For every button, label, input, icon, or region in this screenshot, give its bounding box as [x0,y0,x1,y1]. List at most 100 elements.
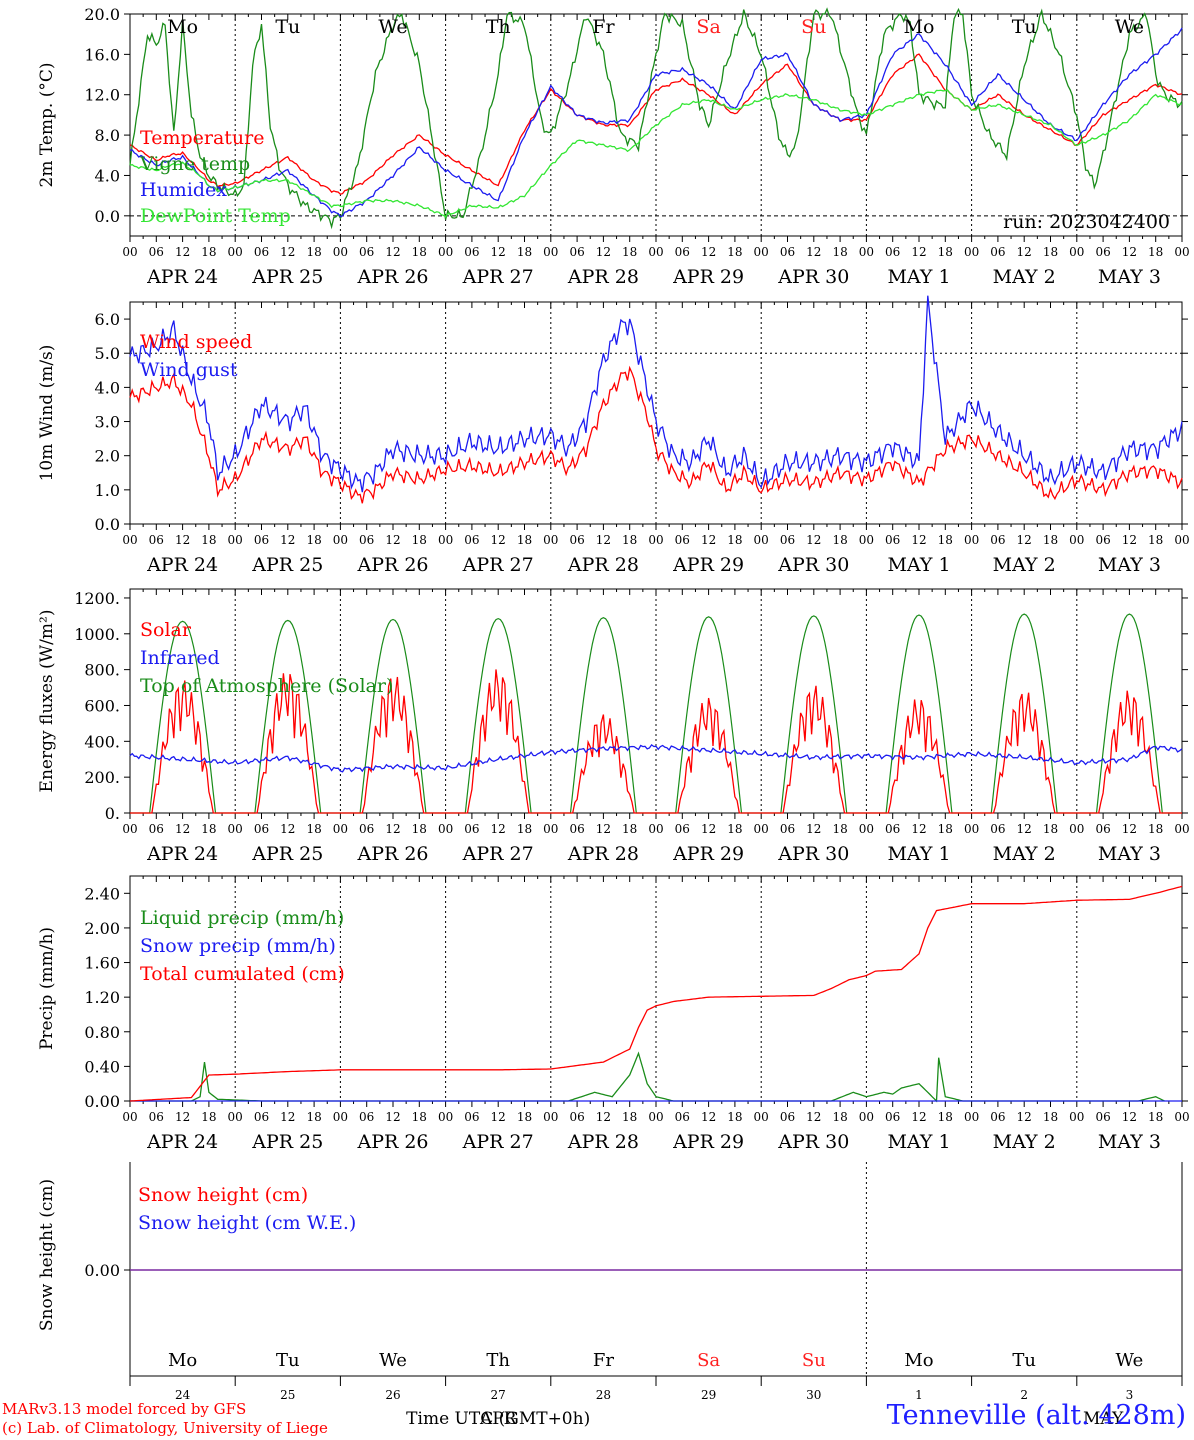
weekday-label: Sa [697,1350,720,1371]
y-tick-label: 5.0 [95,344,120,363]
hour-tick-label: 18 [201,822,216,836]
model-credit: MARv3.13 model forced by GFS [2,1400,247,1418]
hour-tick-label: 00 [648,533,663,547]
day-number-label: 30 [806,1388,821,1402]
hour-tick-label: 06 [1095,822,1110,836]
day-number-label: 25 [280,1388,295,1402]
weekday-label: We [378,16,407,38]
y-tick-label: 1.0 [95,481,120,500]
y-tick-label: 4.0 [95,166,120,185]
day-label: APR 30 [777,554,849,576]
day-label: APR 30 [777,266,849,288]
hour-tick-label: 00 [438,245,453,259]
hour-tick-label: 06 [569,533,584,547]
hour-tick-label: 12 [701,1110,716,1124]
hour-tick-label: 00 [754,245,769,259]
day-label: APR 25 [251,554,323,576]
hour-tick-label: 06 [359,1110,374,1124]
weekday-label: Fr [592,16,615,38]
hour-tick-label: 00 [333,533,348,547]
hour-tick-label: 00 [228,533,243,547]
series-line-liquid-precip [130,1051,1165,1103]
legend-infrared: Infrared [140,647,220,669]
hour-tick-label: 18 [201,533,216,547]
y-tick-label: 6.0 [95,310,120,329]
hour-tick-label: 18 [938,822,953,836]
day-number-label: 27 [491,1388,506,1402]
hour-tick-label: 00 [1174,1110,1189,1124]
y-tick-label: 1.20 [84,988,120,1007]
y-tick-label: 2.40 [84,884,120,903]
weekday-label: Su [802,1350,826,1371]
hour-tick-label: 00 [333,1110,348,1124]
hour-tick-label: 00 [543,822,558,836]
hour-tick-label: 18 [727,1110,742,1124]
hour-tick-label: 06 [569,1110,584,1124]
hour-tick-label: 06 [780,1110,795,1124]
day-number-label: 1 [915,1388,923,1402]
hour-tick-label: 12 [385,822,400,836]
y-tick-label: 800. [84,661,120,680]
y-tick-label: 2.0 [95,447,120,466]
hour-tick-label: 18 [938,533,953,547]
y-tick-label: 200. [84,768,120,787]
day-label: MAY 3 [1098,1131,1161,1153]
hour-tick-label: 18 [1043,245,1058,259]
day-label: APR 25 [251,1131,323,1153]
hour-tick-label: 06 [149,245,164,259]
hour-tick-label: 06 [885,245,900,259]
hour-tick-label: 00 [122,822,137,836]
legend-humidex: Humidex [140,179,227,201]
hour-tick-label: 18 [832,245,847,259]
day-label: APR 29 [672,1131,744,1153]
y-tick-label: 600. [84,696,120,715]
hour-tick-label: 18 [306,245,321,259]
day-label: APR 25 [251,266,323,288]
hour-tick-label: 06 [464,1110,479,1124]
series-line-temperature [129,53,1183,195]
y-tick-label: 0.0 [95,207,120,226]
day-label: APR 30 [777,1131,849,1153]
hour-tick-label: 12 [701,245,716,259]
day-label: APR 28 [567,1131,639,1153]
hour-tick-label: 06 [254,1110,269,1124]
hour-tick-label: 06 [464,245,479,259]
hour-tick-label: 18 [1043,822,1058,836]
hour-tick-label: 06 [359,822,374,836]
day-label: MAY 3 [1098,843,1161,865]
legend-solar: Solar [140,619,192,641]
hour-tick-label: 06 [885,1110,900,1124]
snow-axis-label: Snow height (cm) [37,1179,57,1331]
hour-tick-label: 12 [1017,245,1032,259]
hour-tick-label: 18 [306,822,321,836]
series-line-total-cumulated [129,885,1183,1102]
series-line-wind-gust [129,295,1183,493]
series-line-vigne-temp [129,7,1183,230]
day-number-label: 26 [385,1388,400,1402]
hour-tick-label: 00 [859,1110,874,1124]
hour-tick-label: 00 [543,245,558,259]
hour-tick-label: 00 [543,533,558,547]
hour-tick-label: 00 [964,1110,979,1124]
hour-tick-label: 18 [517,533,532,547]
weekday-label: Mo [168,1350,197,1371]
hour-tick-label: 06 [675,533,690,547]
series-line-dewpoint-temp [129,89,1183,218]
hour-tick-label: 06 [464,822,479,836]
y-tick-label: 12.0 [84,86,120,105]
hour-tick-label: 12 [911,533,926,547]
hour-tick-label: 12 [385,533,400,547]
hour-tick-label: 18 [938,245,953,259]
hour-tick-label: 18 [1043,1110,1058,1124]
station-label: Tenneville (alt. 428m) [886,1400,1186,1431]
hour-tick-label: 18 [622,1110,637,1124]
legend-temperature: Temperature [140,127,264,149]
y-tick-label: 16.0 [84,45,120,64]
day-label: APR 28 [567,843,639,865]
hour-tick-label: 00 [1069,1110,1084,1124]
hour-tick-label: 06 [675,822,690,836]
hour-tick-label: 06 [149,822,164,836]
hour-tick-label: 12 [806,533,821,547]
y-tick-label: 400. [84,732,120,751]
weekday-label: Mo [904,16,935,38]
